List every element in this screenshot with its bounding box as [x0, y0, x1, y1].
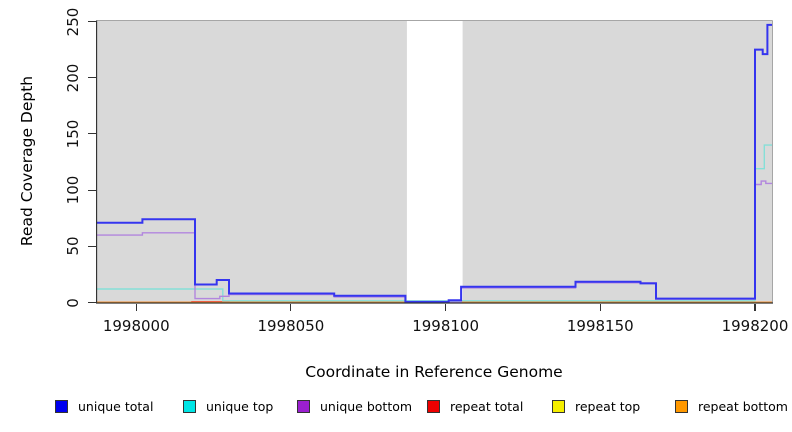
- x-tick-label: 1998000: [102, 317, 170, 335]
- legend-item-unique-total: unique total: [55, 398, 153, 414]
- plot-panel: [95, 20, 773, 304]
- y-tick-label: 100: [64, 175, 82, 205]
- coverage-plot-canvas: [95, 20, 773, 304]
- x-tick-label: 1998150: [566, 317, 634, 335]
- legend-label: repeat total: [450, 398, 524, 414]
- legend-swatch-icon: [427, 399, 440, 413]
- x-tick-mark: [135, 304, 137, 311]
- x-tick-mark: [290, 304, 292, 311]
- y-axis-title: Read Coverage Depth: [18, 75, 36, 247]
- y-tick-mark: [88, 20, 96, 23]
- legend-item-unique-top: unique top: [183, 398, 273, 414]
- y-tick-label: 200: [64, 63, 82, 93]
- x-tick-mark: [599, 304, 601, 311]
- chart-legend: unique total unique top unique bottom repea…: [0, 398, 792, 418]
- y-tick-label: 150: [64, 119, 82, 149]
- legend-item-unique-bottom: unique bottom: [297, 398, 412, 414]
- x-tick-mark: [445, 304, 447, 311]
- legend-item-repeat-top: repeat top: [552, 398, 640, 414]
- legend-label: unique top: [206, 398, 274, 414]
- legend-swatch-icon: [55, 399, 68, 413]
- legend-label: repeat bottom: [698, 398, 788, 414]
- legend-item-repeat-bottom: repeat bottom: [675, 398, 788, 414]
- legend-item-repeat-total: repeat total: [427, 398, 523, 414]
- legend-swatch-icon: [297, 399, 310, 413]
- y-tick-mark: [88, 77, 96, 79]
- y-tick-label: 50: [64, 236, 82, 256]
- y-tick-label: 0: [64, 297, 82, 308]
- legend-label: unique total: [78, 398, 154, 414]
- legend-label: unique bottom: [320, 398, 413, 414]
- legend-swatch-icon: [552, 399, 565, 413]
- legend-label: repeat top: [575, 398, 641, 414]
- x-tick-label: 1998100: [412, 317, 479, 335]
- y-tick-mark: [88, 133, 96, 135]
- no-data-gap-region: [406, 20, 463, 303]
- legend-swatch-icon: [183, 399, 196, 413]
- legend-swatch-icon: [675, 399, 688, 413]
- series-line-unique-total: [96, 23, 772, 303]
- y-tick-mark: [88, 301, 96, 304]
- x-tick-label: 1998200: [721, 317, 789, 335]
- y-tick-label: 250: [64, 7, 82, 36]
- x-tick-mark: [754, 304, 756, 311]
- x-tick-label: 1998050: [257, 317, 325, 335]
- y-tick-mark: [88, 189, 96, 191]
- x-axis-title: Coordinate in Reference Genome: [305, 363, 563, 381]
- y-tick-mark: [88, 245, 96, 247]
